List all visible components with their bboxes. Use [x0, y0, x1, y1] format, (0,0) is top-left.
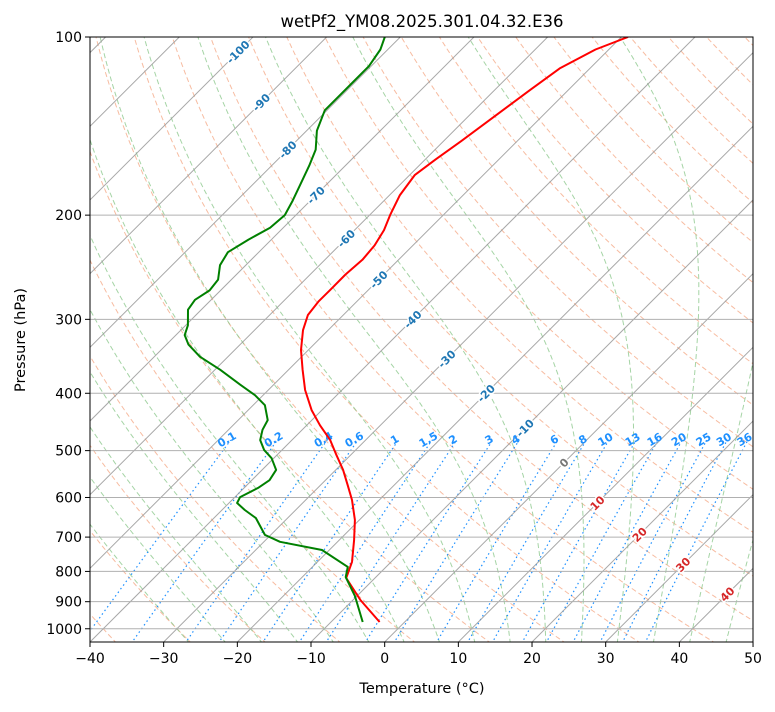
y-tick-label: 300	[55, 312, 82, 328]
moist-adiabat	[4, 37, 335, 644]
y-tick-label: 100	[55, 30, 82, 46]
moist-adiabat	[353, 37, 584, 644]
isotherm-line	[751, 24, 775, 644]
dry-adiabat	[732, 24, 775, 644]
mixing-ratio-label: 6	[548, 432, 561, 447]
mixing-ratio-line	[645, 440, 748, 644]
x-tick-label: −30	[149, 651, 179, 667]
moist-adiabat	[0, 37, 263, 644]
dry-adiabat	[544, 24, 775, 644]
mixing-ratio-label: 30	[714, 430, 734, 449]
isotherm-line	[530, 24, 775, 644]
x-tick-label: −10	[296, 651, 326, 667]
x-axis-label: Temperature (°C)	[358, 681, 484, 697]
x-tick-label: −40	[75, 651, 105, 667]
mixing-ratio-label: 16	[645, 430, 665, 449]
mixing-ratio-line	[492, 440, 609, 644]
x-tick-label: 40	[670, 651, 688, 667]
mixing-ratio-line	[185, 440, 327, 644]
dry-adiabat	[695, 24, 775, 644]
x-tick-label: 30	[597, 651, 615, 667]
isotherm-line	[0, 24, 561, 644]
dry-adiabat	[0, 24, 342, 644]
mixing-ratio-line	[436, 440, 558, 644]
y-tick-label: 400	[55, 386, 82, 402]
mixing-ratio-line	[81, 440, 231, 644]
moist-adiabat	[726, 37, 775, 644]
mixing-ratio-label: 10	[596, 430, 616, 449]
moist-adiabat	[32, 37, 370, 644]
mixing-ratio-label: 0.1	[215, 429, 238, 450]
y-tick-label: 800	[55, 564, 82, 580]
mixing-ratio-line	[599, 440, 706, 644]
isotherm-line	[236, 24, 775, 644]
dry-adiabat	[356, 24, 775, 644]
isotherm-label: -100	[224, 38, 253, 67]
x-tick-label: 20	[523, 651, 541, 667]
dry-adiabat	[0, 24, 267, 644]
isotherm-line	[0, 24, 340, 644]
mixing-ratio-line	[572, 440, 682, 644]
mixing-ratio-label: 1.5	[417, 429, 440, 450]
dry-adiabat	[18, 24, 417, 644]
x-tick-label: 0	[380, 651, 389, 667]
dry-adiabat	[469, 24, 775, 644]
x-tick-label: 50	[744, 651, 762, 667]
dry-adiabat	[507, 24, 775, 644]
isotherm-line	[0, 24, 266, 644]
dry-adiabat	[206, 24, 775, 644]
mixing-ratio-label: 13	[623, 430, 643, 449]
mixing-ratio-line	[393, 440, 519, 644]
dry-adiabat	[431, 24, 775, 644]
y-tick-label: 700	[55, 530, 82, 546]
temperature-trace	[301, 37, 628, 622]
isotherm-line	[0, 24, 487, 644]
dry-adiabat	[281, 24, 775, 644]
y-tick-label: 500	[55, 444, 82, 460]
dry-adiabat	[770, 24, 775, 644]
mixing-ratio-label: 2	[447, 432, 460, 447]
isotherm-label: -70	[305, 184, 328, 207]
dry-adiabat	[131, 24, 642, 644]
y-tick-label: 900	[55, 595, 82, 611]
dry-adiabat	[55, 24, 491, 644]
dry-adiabat	[657, 24, 775, 644]
y-tick-label: 1000	[46, 622, 82, 638]
moist-adiabat	[0, 37, 227, 644]
chart-title: wetPf2_YM08.2025.301.04.32.E36	[280, 12, 563, 32]
mixing-ratio-label: 3	[483, 432, 496, 447]
mixing-ratio-line	[522, 440, 637, 644]
background-lines	[0, 24, 775, 644]
mixing-ratio-line	[325, 440, 456, 644]
mixing-ratio-label: 0.2	[262, 429, 285, 450]
moist-adiabat	[689, 37, 775, 644]
y-tick-label: 600	[55, 490, 82, 506]
mixing-ratio-label: 25	[694, 430, 714, 449]
y-tick-label: 200	[55, 208, 82, 224]
moist-adiabat	[100, 37, 440, 644]
moist-adiabat	[0, 37, 299, 644]
x-tick-label: −20	[223, 651, 253, 667]
mixing-ratio-line	[298, 440, 432, 644]
profile-traces	[185, 37, 628, 622]
mixing-ratio-line	[131, 440, 277, 644]
x-tick-label: 10	[449, 651, 467, 667]
y-axis-label: Pressure (hPa)	[13, 288, 29, 392]
isotherm-line	[383, 24, 775, 644]
mixing-ratio-label: 0.6	[343, 429, 367, 450]
dry-adiabat	[319, 24, 775, 644]
